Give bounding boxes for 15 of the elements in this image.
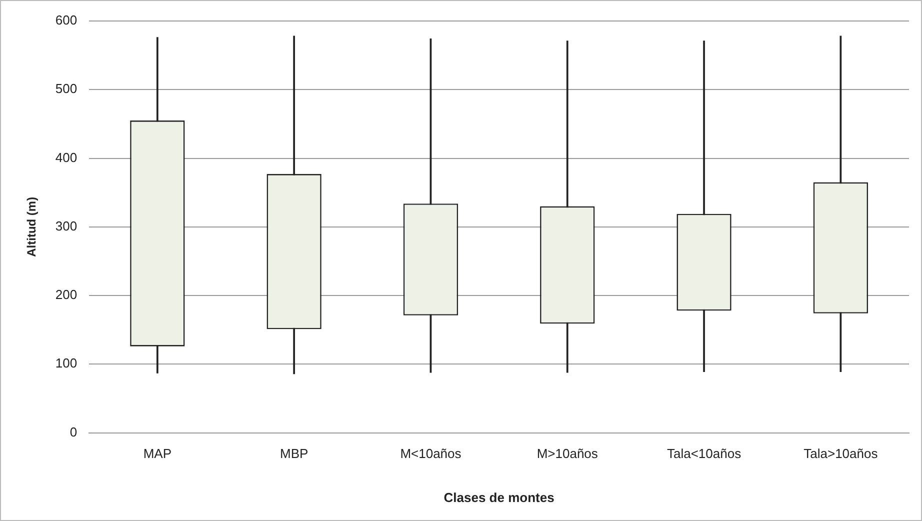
y-tick-label: 300	[55, 218, 78, 234]
x-tick-label: MBP	[280, 446, 308, 462]
x-tick-label: Tala>10años	[804, 446, 878, 462]
y-axis-title: Altitud (m)	[24, 196, 39, 257]
x-tick-label: M<10años	[400, 446, 462, 462]
x-tick-label: Tala<10años	[666, 446, 742, 462]
y-tick-label: 200	[55, 287, 78, 302]
y-tick-label: 500	[55, 81, 78, 96]
x-axis-title: Clases de montes	[444, 490, 554, 505]
x-tick-label: MAP	[143, 446, 172, 462]
y-tick-label: 600	[55, 12, 78, 28]
x-tick-label: M>10años	[536, 446, 598, 462]
y-tick-label: 400	[55, 150, 78, 165]
y-tick-label: 100	[55, 356, 78, 371]
y-tick-label: 0	[70, 424, 78, 440]
